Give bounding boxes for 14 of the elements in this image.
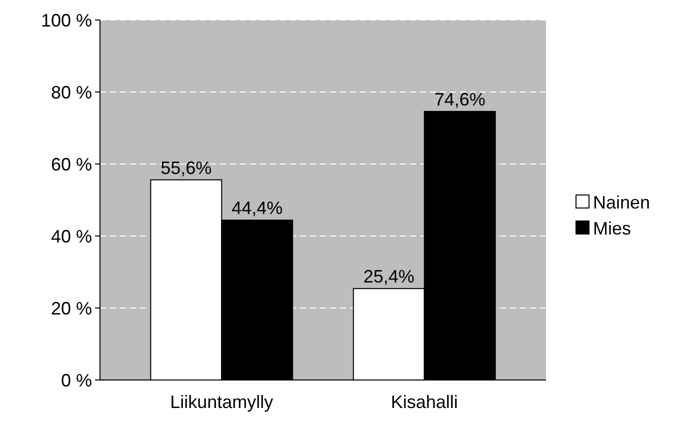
data-label: 25,4%	[363, 266, 414, 287]
y-tick-label: 40 %	[50, 226, 92, 246]
x-tick-label: Liikuntamylly	[170, 392, 274, 412]
y-tick-label: 80 %	[50, 82, 92, 102]
y-tick-label: 0 %	[60, 370, 92, 390]
data-label: 44,4%	[232, 198, 283, 218]
y-tick-label: 20 %	[50, 298, 92, 318]
y-tick-label: 60 %	[50, 154, 92, 174]
x-tick-label: Kisahalli	[390, 392, 458, 412]
legend-label: Mies	[593, 218, 632, 238]
data-label: 55,6%	[160, 158, 212, 178]
y-tick-label: 100 %	[40, 10, 92, 30]
legend-label: Nainen	[593, 192, 650, 212]
data-label: 74,6%	[434, 89, 486, 110]
